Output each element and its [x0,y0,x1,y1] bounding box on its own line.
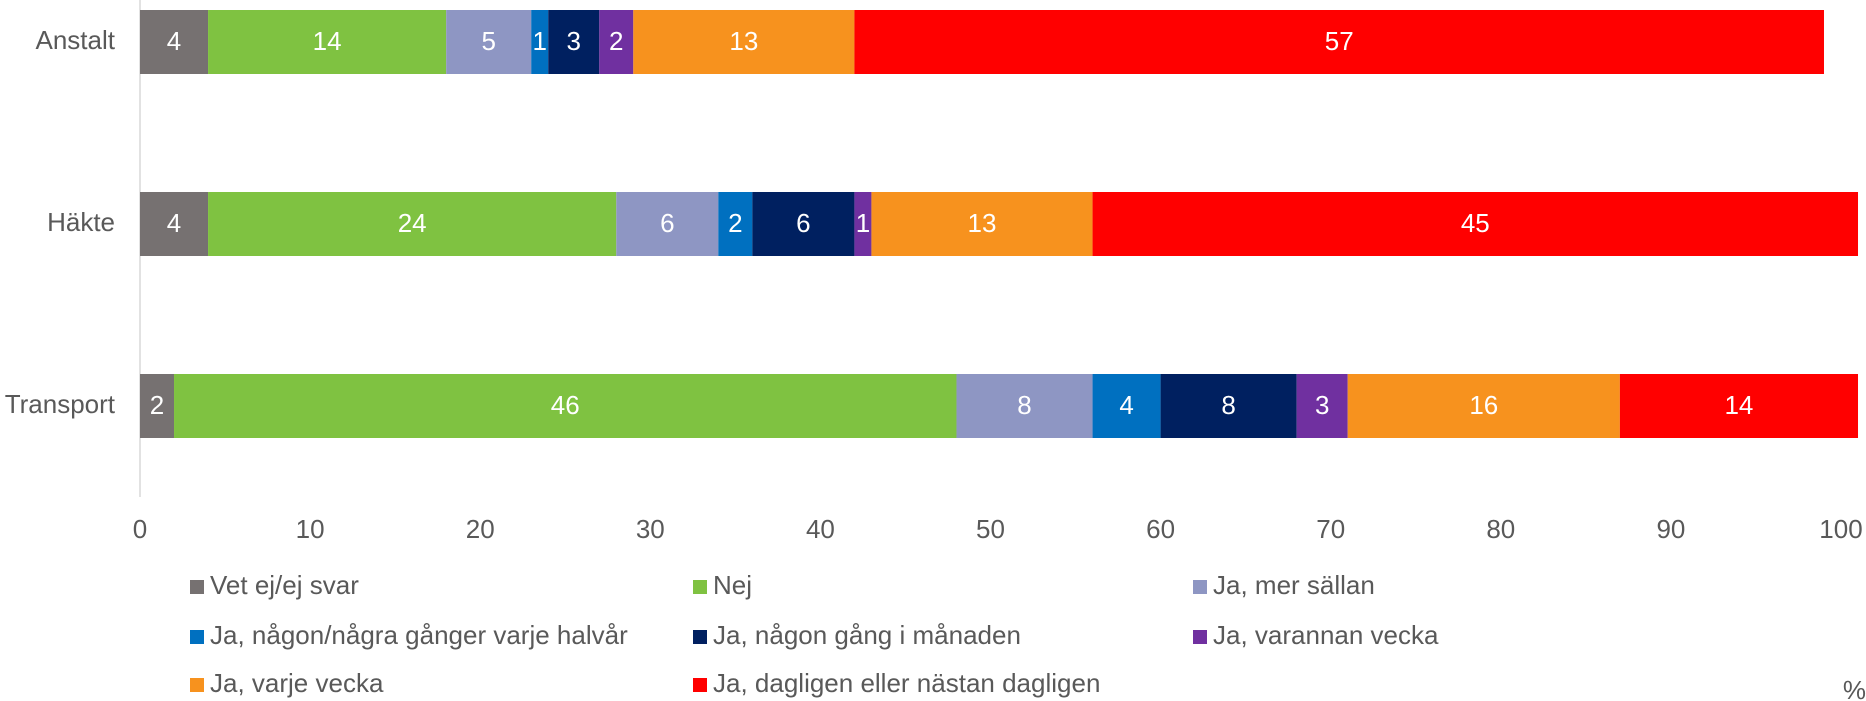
bar-segment [208,10,447,74]
x-tick-label: 90 [1656,514,1685,544]
data-label: 16 [1469,390,1498,420]
data-label: 8 [1017,390,1031,420]
x-axis-label: % [1843,675,1866,701]
x-tick-label: 50 [976,514,1005,544]
data-label: 3 [567,26,581,56]
bar-segment [208,192,617,256]
bar-segment [1092,192,1859,256]
legend-label: Nej [713,570,752,600]
legend-swatch [1193,580,1207,594]
bar-segment [599,10,634,74]
x-tick-label: 70 [1316,514,1345,544]
bar-segment [174,374,957,438]
x-tick-label: 20 [466,514,495,544]
bar-segment [871,192,1093,256]
legend-swatch [693,678,707,692]
data-label: 4 [1119,390,1133,420]
data-label: 6 [796,208,810,238]
bar-segment [548,10,600,74]
bar-segment [718,192,753,256]
bar-segment [1619,374,1859,438]
data-label: 45 [1461,208,1490,238]
bar-segment [531,10,549,74]
data-label: 6 [660,208,674,238]
bar-segment [1160,374,1297,438]
data-label: 2 [150,390,164,420]
legend-swatch [693,630,707,644]
y-tick-label: Transport [5,389,116,419]
bar-segment [446,10,532,74]
bar-segment [140,192,209,256]
data-label: 5 [481,26,495,56]
data-label: 3 [1315,390,1329,420]
legend-label: Ja, varannan vecka [1213,620,1439,650]
bar-segment [616,192,719,256]
data-label: 13 [968,208,997,238]
bar-segment [1296,374,1348,438]
x-tick-label: 10 [296,514,325,544]
bar-segment [633,10,855,74]
bar-segment [854,192,872,256]
x-tick-label: 60 [1146,514,1175,544]
data-label: 24 [398,208,427,238]
x-tick-label: 0 [133,514,147,544]
data-label: 1 [533,26,547,56]
legend-swatch [693,580,707,594]
legend-label: Vet ej/ej svar [210,570,359,600]
data-label: 4 [167,208,181,238]
data-label: 57 [1325,26,1354,56]
data-label: 46 [551,390,580,420]
bar-segment [140,374,175,438]
bar-segment [1347,374,1620,438]
data-label: 14 [313,26,342,56]
bar-segment [140,10,209,74]
y-tick-label: Anstalt [36,25,116,55]
legend-label: Ja, dagligen eller nästan dagligen [713,668,1100,698]
legend-label: Ja, någon/några gånger varje halvår [210,620,628,650]
legend-swatch [190,580,204,594]
data-label: 14 [1724,390,1753,420]
legend-swatch [190,630,204,644]
bar-segment [956,374,1093,438]
bar-segment [854,10,1824,74]
x-tick-label: 30 [636,514,665,544]
data-label: 8 [1221,390,1235,420]
data-label: 2 [609,26,623,56]
bar-segment [1092,374,1161,438]
legend-label: Ja, mer sällan [1213,570,1375,600]
data-label: 2 [728,208,742,238]
y-tick-label: Häkte [47,207,115,237]
data-label: 4 [167,26,181,56]
legend-label: Ja, någon gång i månaden [713,620,1021,650]
data-label: 13 [729,26,758,56]
x-tick-label: 100 [1819,514,1862,544]
x-tick-label: 80 [1486,514,1515,544]
x-tick-label: 40 [806,514,835,544]
legend-swatch [1193,630,1207,644]
legend-swatch [190,678,204,692]
bar-segment [752,192,855,256]
data-label: 1 [856,208,870,238]
legend-label: Ja, varje vecka [210,668,384,698]
